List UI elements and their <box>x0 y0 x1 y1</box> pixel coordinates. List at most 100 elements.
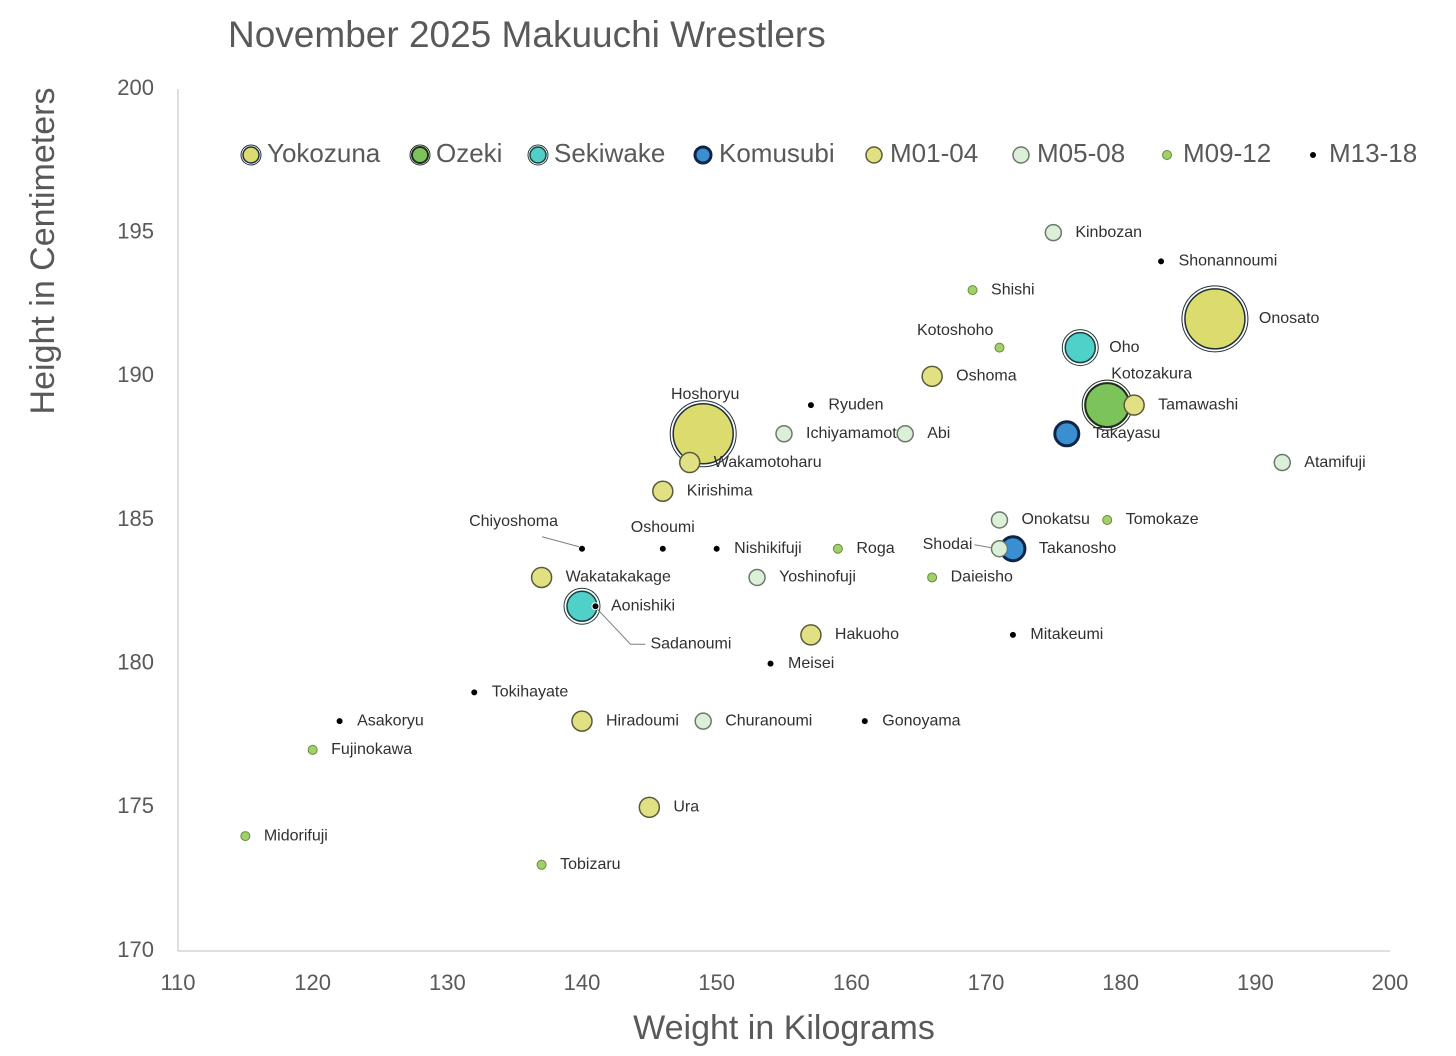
legend-marker <box>411 146 429 164</box>
point-label: Shonannoumi <box>1179 253 1278 270</box>
legend-label: M13-18 <box>1329 138 1417 168</box>
point-label: Churanoumi <box>725 712 812 729</box>
bubble <box>658 544 667 553</box>
point-label: Ichiyamamoto <box>806 425 906 442</box>
y-tick-label: 175 <box>117 793 154 818</box>
point-label: Atamifuji <box>1304 454 1365 471</box>
legend-label: M01-04 <box>890 138 978 168</box>
bubble <box>1102 515 1113 525</box>
y-tick-label: 180 <box>117 649 154 674</box>
bubble-halo <box>669 400 737 468</box>
bubble <box>860 717 869 726</box>
x-tick-label: 110 <box>160 970 195 995</box>
bubble-halo <box>1061 329 1099 367</box>
bubble <box>990 511 1009 529</box>
y-axis-label: Height in Centimeters <box>24 88 62 415</box>
point-label: Hiradoumi <box>606 712 679 729</box>
point-label: Meisei <box>788 655 834 672</box>
bubble <box>652 480 674 503</box>
bubble <box>896 425 914 443</box>
point-label: Tobizaru <box>560 856 620 873</box>
point-label: Shishi <box>991 281 1035 298</box>
point-label: Onosato <box>1259 310 1320 327</box>
bubble <box>927 572 938 583</box>
point-label: Tamawashi <box>1158 396 1238 413</box>
point-label: Ura <box>673 799 699 816</box>
bubble <box>967 285 978 296</box>
bubble <box>307 744 318 755</box>
point-label: Midorifuji <box>264 827 328 844</box>
point-label: Shodai <box>923 536 973 553</box>
point-label: Asakoryu <box>357 712 424 729</box>
legend-halo <box>409 144 431 166</box>
point-label: Oho <box>1109 339 1139 356</box>
point-label: Aonishiki <box>611 597 675 614</box>
bubble <box>990 539 1009 558</box>
x-tick-label: 190 <box>1237 970 1274 995</box>
bubble-halo <box>563 587 601 625</box>
legend-label: M09-12 <box>1183 138 1271 168</box>
y-tick-label: 185 <box>117 506 154 531</box>
point-label: Chiyoshoma <box>469 513 558 530</box>
point-label: Oshoma <box>956 368 1017 385</box>
bubble <box>1053 420 1081 448</box>
bubble <box>672 403 734 465</box>
legend-marker <box>529 146 547 164</box>
bubble-halo <box>1181 285 1249 353</box>
x-tick-label: 200 <box>1372 970 1409 995</box>
bubble <box>530 566 553 589</box>
legend-label: Yokozuna <box>267 138 381 168</box>
point-label: Daieisho <box>951 569 1013 586</box>
x-tick-label: 170 <box>968 970 1005 995</box>
point-label: Yoshinofuji <box>779 569 856 586</box>
x-tick-label: 160 <box>833 970 870 995</box>
bubble <box>766 659 775 668</box>
bubble <box>994 342 1005 353</box>
x-axis-label: Weight in Kilograms <box>633 1009 935 1047</box>
legend-halo <box>527 144 549 166</box>
x-tick-label: 120 <box>294 970 331 995</box>
bubble <box>1157 257 1166 266</box>
bubble <box>1273 453 1292 472</box>
point-label: Tokihayate <box>492 684 569 701</box>
bubble <box>591 602 600 611</box>
point-label: Roga <box>856 540 894 557</box>
legend-marker <box>1012 146 1030 164</box>
y-tick-label: 190 <box>117 362 154 387</box>
bubble <box>712 544 721 553</box>
bubble <box>678 451 701 474</box>
legend-marker <box>693 145 713 165</box>
bubble <box>921 365 943 388</box>
y-tick-label: 195 <box>117 218 154 243</box>
y-tick-label: 200 <box>117 75 154 100</box>
bubble <box>1084 382 1131 429</box>
legend-marker <box>1162 150 1172 160</box>
point-label: Oshoumi <box>631 519 695 536</box>
bubble <box>470 688 479 697</box>
point-label: Kotoshoho <box>917 322 994 339</box>
bubble <box>578 544 586 553</box>
bubble <box>775 425 793 443</box>
point-label: Onokatsu <box>1021 511 1089 528</box>
point-label: Wakamotoharu <box>714 454 822 471</box>
bubble <box>800 624 822 646</box>
bubble <box>571 710 593 732</box>
bubble <box>638 796 661 819</box>
bubble <box>748 568 766 587</box>
point-label: Kotozakura <box>1111 365 1192 382</box>
legend-marker <box>865 146 883 164</box>
point-label: Hoshoryu <box>671 386 739 403</box>
point-label: Gonoyama <box>882 712 960 729</box>
legend-halo <box>240 144 262 166</box>
legend-label: M05-08 <box>1037 138 1125 168</box>
bubble <box>335 717 344 726</box>
point-label: Abi <box>927 425 950 442</box>
bubble <box>240 831 251 842</box>
bubble <box>1044 223 1063 242</box>
point-label: Takanosho <box>1039 540 1116 557</box>
legend-label: Sekiwake <box>554 138 665 168</box>
leader-line <box>597 608 646 645</box>
x-tick-label: 140 <box>564 970 601 995</box>
point-label: Kirishima <box>687 482 753 499</box>
